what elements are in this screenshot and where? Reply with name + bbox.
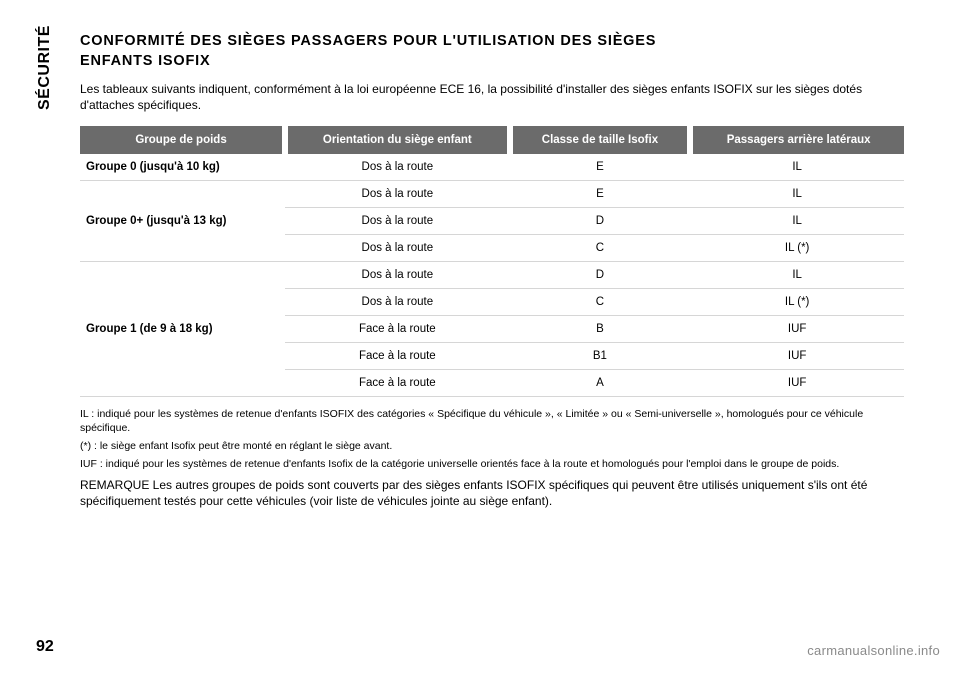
suitability-cell: IUF — [690, 342, 904, 369]
note-star: (*) : le siège enfant Isofix peut être m… — [80, 439, 904, 453]
page-number: 92 — [36, 638, 54, 656]
table-row: Groupe 0 (jusqu'à 10 kg)Dos à la routeEI… — [80, 154, 904, 181]
group-cell: Groupe 0+ (jusqu'à 13 kg) — [80, 180, 285, 261]
table-row: Groupe 1 (de 9 à 18 kg)Dos à la routeDIL — [80, 261, 904, 288]
col-header-class: Classe de taille Isofix — [510, 126, 691, 154]
suitability-cell: IL (*) — [690, 234, 904, 261]
intro-paragraph: Les tableaux suivants indiquent, conform… — [80, 81, 904, 113]
group-cell: Groupe 0 (jusqu'à 10 kg) — [80, 154, 285, 181]
suitability-cell: IUF — [690, 369, 904, 396]
table-row: Groupe 0+ (jusqu'à 13 kg)Dos à la routeE… — [80, 180, 904, 207]
suitability-cell: IL — [690, 261, 904, 288]
class-cell: E — [510, 154, 691, 181]
orientation-cell: Face à la route — [285, 369, 510, 396]
notes-block: IL : indiqué pour les systèmes de retenu… — [80, 407, 904, 472]
orientation-cell: Dos à la route — [285, 261, 510, 288]
col-header-group: Groupe de poids — [80, 126, 285, 154]
class-cell: E — [510, 180, 691, 207]
class-cell: D — [510, 207, 691, 234]
group-cell: Groupe 1 (de 9 à 18 kg) — [80, 261, 285, 396]
note-il: IL : indiqué pour les systèmes de retenu… — [80, 407, 904, 435]
orientation-cell: Face à la route — [285, 342, 510, 369]
class-cell: A — [510, 369, 691, 396]
isofix-table: Groupe de poids Orientation du siège enf… — [80, 126, 904, 397]
orientation-cell: Dos à la route — [285, 207, 510, 234]
orientation-cell: Dos à la route — [285, 154, 510, 181]
suitability-cell: IL (*) — [690, 288, 904, 315]
orientation-cell: Dos à la route — [285, 234, 510, 261]
orientation-cell: Dos à la route — [285, 288, 510, 315]
suitability-cell: IUF — [690, 315, 904, 342]
table-header-row: Groupe de poids Orientation du siège enf… — [80, 126, 904, 154]
suitability-cell: IL — [690, 180, 904, 207]
page-title: CONFORMITÉ DES SIÈGES PASSAGERS POUR L'U… — [80, 32, 904, 71]
suitability-cell: IL — [690, 154, 904, 181]
col-header-passengers: Passagers arrière latéraux — [690, 126, 904, 154]
orientation-cell: Dos à la route — [285, 180, 510, 207]
class-cell: C — [510, 234, 691, 261]
class-cell: C — [510, 288, 691, 315]
class-cell: D — [510, 261, 691, 288]
source-link: carmanualsonline.info — [807, 643, 940, 658]
title-line-1: CONFORMITÉ DES SIÈGES PASSAGERS POUR L'U… — [80, 33, 656, 49]
suitability-cell: IL — [690, 207, 904, 234]
col-header-orientation: Orientation du siège enfant — [285, 126, 510, 154]
note-iuf: IUF : indiqué pour les systèmes de reten… — [80, 457, 904, 471]
class-cell: B — [510, 315, 691, 342]
page-content: CONFORMITÉ DES SIÈGES PASSAGERS POUR L'U… — [0, 0, 960, 510]
remark-paragraph: REMARQUE Les autres groupes de poids son… — [80, 477, 904, 509]
orientation-cell: Face à la route — [285, 315, 510, 342]
title-line-2: ENFANTS ISOFIX — [80, 53, 210, 69]
class-cell: B1 — [510, 342, 691, 369]
